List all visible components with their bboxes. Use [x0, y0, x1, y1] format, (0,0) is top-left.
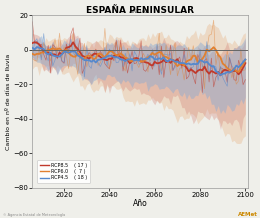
X-axis label: Año: Año [133, 199, 147, 208]
Text: ANUAL: ANUAL [129, 9, 151, 14]
Title: ESPAÑA PENINSULAR: ESPAÑA PENINSULAR [86, 5, 194, 15]
Text: © Agencia Estatal de Meteorología: © Agencia Estatal de Meteorología [3, 213, 65, 217]
Y-axis label: Cambio en nº de días de lluvia: Cambio en nº de días de lluvia [5, 53, 11, 150]
Legend: RCP8.5    ( 17 ), RCP6.0    (  7 ), RCP4.5    ( 18 ): RCP8.5 ( 17 ), RCP6.0 ( 7 ), RCP4.5 ( 18… [37, 160, 90, 183]
Text: AEMet: AEMet [238, 212, 257, 217]
